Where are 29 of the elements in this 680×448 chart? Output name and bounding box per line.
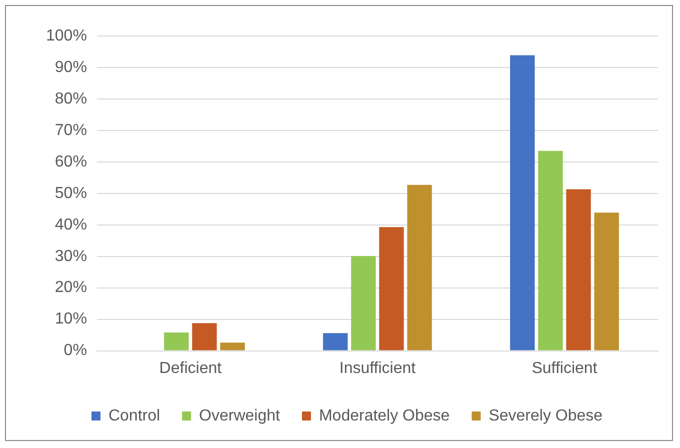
legend-label: Severely Obese xyxy=(488,407,603,424)
y-tick-label: 70% xyxy=(54,122,87,139)
bar xyxy=(351,256,376,350)
bar xyxy=(566,189,591,350)
y-tick-label: 20% xyxy=(54,279,87,296)
bar xyxy=(220,342,245,350)
legend-label: Control xyxy=(108,407,160,424)
x-tick-label: Deficient xyxy=(159,360,222,377)
bar xyxy=(379,227,404,350)
y-tick-label: 50% xyxy=(54,184,87,202)
y-tick-label: 100% xyxy=(46,27,87,44)
y-tick-label: 80% xyxy=(54,90,87,108)
legend-label: Overweight xyxy=(199,407,281,424)
y-tick-label: 60% xyxy=(54,153,87,170)
x-tick-label: Insufficient xyxy=(339,360,416,377)
y-tick-label: 0% xyxy=(64,342,87,360)
bar xyxy=(192,323,217,350)
y-tick-label: 90% xyxy=(54,58,87,76)
bar xyxy=(538,150,563,350)
bar xyxy=(164,332,189,350)
bar xyxy=(594,212,619,350)
x-tick-label: Sufficient xyxy=(532,360,598,377)
y-tick-label: 40% xyxy=(54,216,87,234)
bar xyxy=(407,184,432,350)
y-tick-label: 30% xyxy=(54,248,87,265)
y-tick-label: 10% xyxy=(54,310,87,328)
bar xyxy=(510,55,535,350)
bar xyxy=(323,333,348,350)
legend-label: Moderately Obese xyxy=(318,407,450,424)
